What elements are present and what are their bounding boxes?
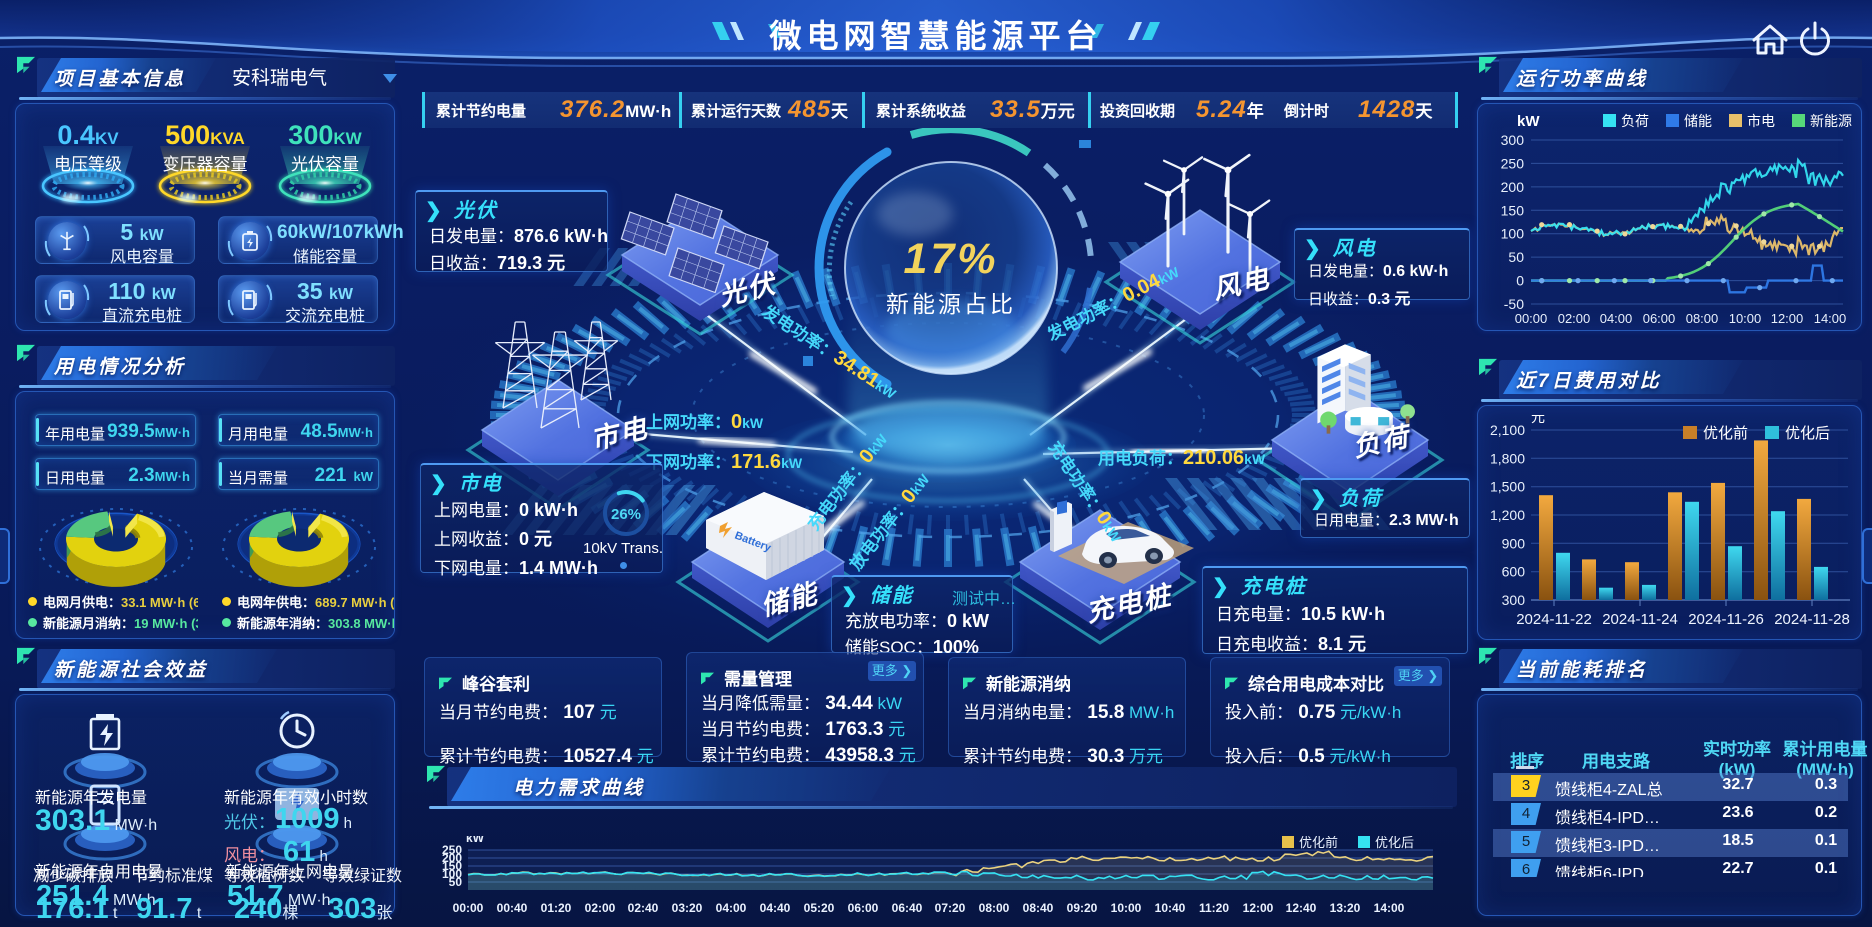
svg-text:26%: 26% — [611, 506, 641, 523]
svg-text:1,200: 1,200 — [1490, 507, 1525, 523]
svg-text:kW: kW — [1517, 113, 1540, 130]
svg-text:1,500: 1,500 — [1490, 479, 1525, 495]
svg-text:600: 600 — [1502, 564, 1526, 580]
svg-text:2024-11-22: 2024-11-22 — [1516, 611, 1592, 628]
svg-text:09:20: 09:20 — [1067, 901, 1098, 915]
svg-text:200: 200 — [1501, 179, 1525, 195]
svg-text:06:40: 06:40 — [892, 901, 923, 915]
svg-text:2,100: 2,100 — [1490, 422, 1525, 438]
svg-text:新能源占比: 新能源占比 — [886, 291, 1016, 317]
svg-text:03:20: 03:20 — [672, 901, 703, 915]
svg-text:04:00: 04:00 — [1600, 311, 1633, 326]
svg-text:14:00: 14:00 — [1374, 901, 1405, 915]
svg-text:06:00: 06:00 — [848, 901, 879, 915]
svg-text:优化前: 优化前 — [1703, 425, 1748, 442]
svg-text:00:00: 00:00 — [453, 901, 484, 915]
svg-text:00:00: 00:00 — [1515, 311, 1548, 326]
svg-text:100: 100 — [442, 867, 462, 881]
svg-text:250: 250 — [1501, 155, 1525, 171]
svg-text:100: 100 — [1501, 226, 1525, 242]
svg-text:负荷: 负荷 — [1621, 113, 1649, 129]
svg-text:200: 200 — [442, 851, 462, 865]
svg-text:13:20: 13:20 — [1330, 901, 1361, 915]
svg-text:00:40: 00:40 — [497, 901, 528, 915]
svg-text:12:00: 12:00 — [1243, 901, 1274, 915]
svg-text:2024-11-26: 2024-11-26 — [1688, 611, 1764, 628]
svg-text:2024-11-24: 2024-11-24 — [1602, 611, 1678, 628]
svg-text:优化后: 优化后 — [1785, 425, 1830, 442]
svg-text:10:00: 10:00 — [1729, 311, 1762, 326]
svg-text:02:00: 02:00 — [585, 901, 616, 915]
svg-text:储能: 储能 — [1684, 113, 1712, 129]
svg-text:2024-11-28: 2024-11-28 — [1774, 611, 1850, 628]
svg-text:08:40: 08:40 — [1023, 901, 1054, 915]
svg-text:10:40: 10:40 — [1155, 901, 1186, 915]
svg-text:新能源: 新能源 — [1810, 113, 1852, 129]
svg-text:市电: 市电 — [1747, 113, 1775, 129]
svg-text:900: 900 — [1502, 535, 1526, 551]
svg-text:08:00: 08:00 — [1686, 311, 1719, 326]
svg-text:-50: -50 — [1504, 296, 1524, 312]
svg-text:150: 150 — [442, 859, 462, 873]
svg-text:10:00: 10:00 — [1111, 901, 1142, 915]
svg-text:300: 300 — [1501, 132, 1525, 148]
svg-text:元: 元 — [1531, 412, 1545, 425]
svg-text:05:20: 05:20 — [804, 901, 835, 915]
svg-text:150: 150 — [1501, 202, 1525, 218]
svg-text:04:40: 04:40 — [760, 901, 791, 915]
svg-text:12:00: 12:00 — [1771, 311, 1804, 326]
svg-text:kW: kW — [466, 836, 485, 845]
svg-text:11:20: 11:20 — [1199, 901, 1229, 915]
svg-text:01:20: 01:20 — [541, 901, 572, 915]
svg-text:优化后: 优化后 — [1375, 836, 1414, 850]
svg-text:微电网智慧能源平台: 微电网智慧能源平台 — [768, 18, 1102, 54]
svg-text:250: 250 — [442, 843, 462, 857]
svg-text:06:00: 06:00 — [1643, 311, 1676, 326]
svg-text:12:40: 12:40 — [1286, 901, 1317, 915]
svg-text:50: 50 — [449, 875, 463, 889]
svg-text:04:00: 04:00 — [716, 901, 747, 915]
svg-text:07:20: 07:20 — [935, 901, 966, 915]
svg-text:02:40: 02:40 — [628, 901, 659, 915]
svg-text:0: 0 — [1516, 273, 1524, 289]
svg-text:14:00: 14:00 — [1814, 311, 1847, 326]
svg-text:17%: 17% — [903, 235, 998, 283]
svg-text:02:00: 02:00 — [1558, 311, 1591, 326]
svg-text:50: 50 — [1508, 249, 1524, 265]
svg-text:300: 300 — [1502, 592, 1526, 608]
svg-text:1,800: 1,800 — [1490, 450, 1525, 466]
svg-text:优化前: 优化前 — [1299, 836, 1338, 850]
svg-text:08:00: 08:00 — [979, 901, 1010, 915]
